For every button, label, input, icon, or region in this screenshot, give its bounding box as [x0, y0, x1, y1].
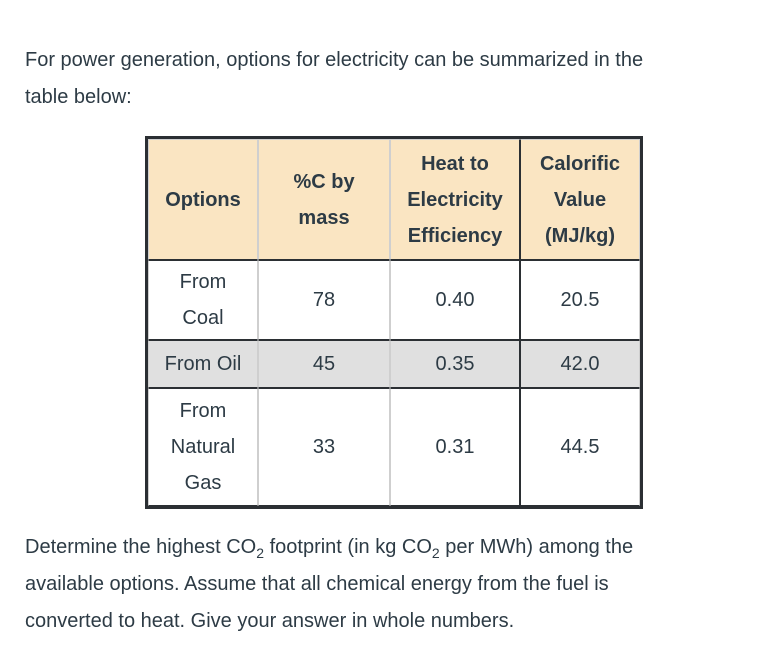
- cell-c-by-mass: 78: [258, 260, 390, 340]
- cell-calorific-value: 20.5: [520, 260, 640, 340]
- fuel-options-table: Options %C by mass Heat to Electricity E…: [145, 136, 643, 509]
- column-header-options: Options: [148, 139, 258, 260]
- table-row-natural-gas: From Natural Gas 33 0.31 44.5: [148, 388, 640, 506]
- cell-option: From Natural Gas: [148, 388, 258, 506]
- cell-option: From Coal: [148, 260, 258, 340]
- table-row-coal: From Coal 78 0.40 20.5: [148, 260, 640, 340]
- cell-c-by-mass: 33: [258, 388, 390, 506]
- intro-text: For power generation, options for electr…: [25, 49, 644, 108]
- table-header-row: Options %C by mass Heat to Electricity E…: [148, 139, 640, 260]
- cell-c-by-mass: 45: [258, 340, 390, 388]
- column-header-efficiency: Heat to Electricity Efficiency: [390, 139, 520, 260]
- cell-efficiency: 0.31: [390, 388, 520, 506]
- cell-efficiency: 0.40: [390, 260, 520, 340]
- table-row-oil: From Oil 45 0.35 42.0: [148, 340, 640, 388]
- column-header-c-by-mass: %C by mass: [258, 139, 390, 260]
- cell-option: From Oil: [148, 340, 258, 388]
- cell-calorific-value: 44.5: [520, 388, 640, 506]
- column-header-calorific-value: Calorific Value (MJ/kg): [520, 139, 640, 260]
- question-text: Determine the highest CO2 footprint (in …: [25, 536, 634, 632]
- cell-calorific-value: 42.0: [520, 340, 640, 388]
- cell-efficiency: 0.35: [390, 340, 520, 388]
